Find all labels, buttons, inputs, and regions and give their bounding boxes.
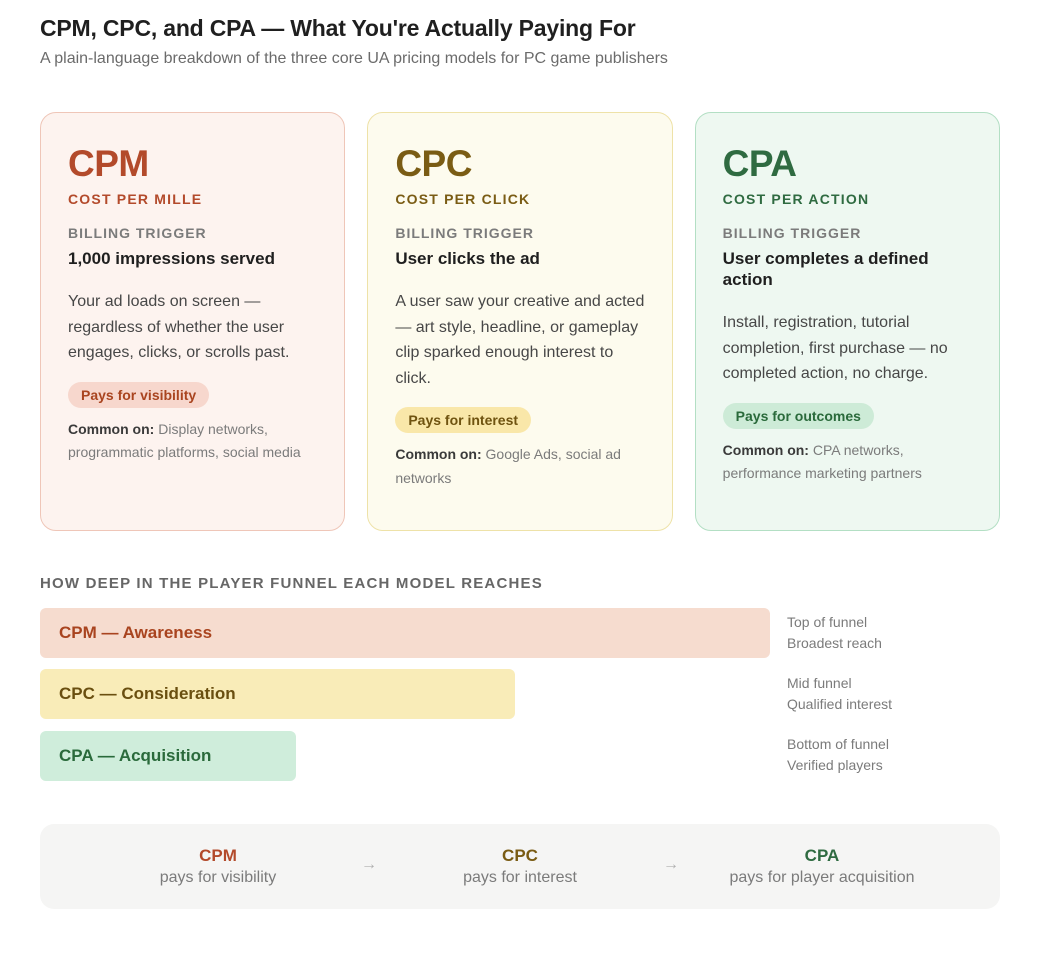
summary-abbreviation: CPM	[199, 846, 237, 865]
common-on-label: Common on:	[722, 441, 809, 458]
funnel-bar-cpm: CPM — Awareness	[40, 608, 770, 658]
funnel-note-detail: Verified players	[787, 756, 883, 773]
billing-trigger-label: BILLING TRIGGER	[722, 225, 862, 241]
summary-abbreviation: CPA	[804, 846, 840, 865]
billing-trigger-label: BILLING TRIGGER	[68, 225, 207, 241]
funnel-note-cpc: Mid funnel Qualified interest	[787, 673, 892, 714]
common-on-value: Display networks, programmatic platforms…	[68, 420, 301, 461]
funnel-bar-label: CPC — Consideration	[59, 684, 236, 703]
pays-for-badge: Pays for interest	[395, 407, 532, 433]
summary-strip: CPM pays for visibility → CPC pays for i…	[40, 824, 1000, 909]
page-subtitle: A plain-language breakdown of the three …	[40, 50, 668, 67]
summary-item-cpc: CPC pays for interest	[463, 846, 577, 887]
funnel-bar-label: CPA — Acquisition	[59, 746, 212, 765]
summary-text: pays for interest	[463, 869, 577, 886]
card-full-name: COST PER ACTION	[722, 191, 870, 207]
funnel-note-cpa: Bottom of funnel Verified players	[787, 734, 889, 775]
arrow-right-icon: →	[663, 856, 679, 873]
cpa-card: CPA COST PER ACTION BILLING TRIGGER User…	[694, 112, 1000, 531]
summary-item-cpa: CPA pays for player acquisition	[730, 846, 915, 887]
card-full-name: COST PER CLICK	[395, 191, 531, 207]
pricing-model-cards: CPM COST PER MILLE BILLING TRIGGER 1,000…	[40, 112, 1000, 531]
funnel-note-stage: Mid funnel	[787, 675, 852, 691]
cpm-card: CPM COST PER MILLE BILLING TRIGGER 1,000…	[40, 112, 346, 531]
card-full-name: COST PER MILLE	[68, 191, 203, 207]
summary-text: pays for visibility	[159, 869, 277, 886]
summary-item-cpm: CPM pays for visibility	[160, 846, 276, 887]
card-description: Your ad loads on screen — regardless of …	[68, 293, 290, 361]
common-on-text: Common on: Google Ads, social ad network…	[395, 443, 644, 490]
common-on-label: Common on:	[395, 446, 482, 462]
common-on-text: Common on: CPA networks, performance mar…	[723, 439, 972, 486]
arrow-right-icon: →	[361, 856, 377, 873]
funnel-note-detail: Qualified interest	[787, 695, 893, 712]
funnel-bar-label: CPM — Awareness	[59, 623, 213, 642]
card-abbreviation: CPM	[68, 143, 149, 184]
funnel-note-stage: Bottom of funnel	[787, 736, 889, 752]
pays-for-badge: Pays for visibility	[68, 381, 210, 408]
card-abbreviation: CPC	[395, 143, 472, 184]
funnel-bar-cpa: CPA — Acquisition	[40, 731, 296, 781]
card-description: A user saw your creative and acted — art…	[395, 293, 645, 387]
common-on-label: Common on:	[68, 420, 155, 437]
page-title: CPM, CPC, and CPA — What You're Actually…	[40, 15, 636, 41]
summary-abbreviation: CPC	[502, 846, 538, 865]
common-on-value: CPA networks, performance marketing part…	[722, 441, 922, 482]
card-description: Install, registration, tutorial completi…	[722, 314, 948, 382]
funnel-note-stage: Top of funnel	[787, 614, 868, 630]
summary-text: pays for player acquisition	[729, 869, 915, 886]
common-on-text: Common on: Display networks, programmati…	[68, 418, 317, 465]
funnel-bar-cpc: CPC — Consideration	[40, 669, 515, 719]
common-on-value: Google Ads, social ad networks	[395, 446, 621, 486]
billing-trigger-label: BILLING TRIGGER	[395, 225, 534, 241]
card-abbreviation: CPA	[722, 143, 797, 184]
cpc-card: CPC COST PER CLICK BILLING TRIGGER User …	[367, 112, 673, 531]
billing-trigger-value: User clicks the ad	[395, 249, 540, 268]
funnel-heading: HOW DEEP IN THE PLAYER FUNNEL EACH MODEL…	[40, 575, 543, 592]
funnel-note-detail: Broadest reach	[787, 634, 882, 651]
pays-for-badge: Pays for outcomes	[722, 402, 874, 429]
billing-trigger-value: User completes a defined action	[722, 249, 929, 289]
funnel-note-cpm: Top of funnel Broadest reach	[787, 612, 882, 653]
billing-trigger-value: 1,000 impressions served	[68, 249, 275, 268]
